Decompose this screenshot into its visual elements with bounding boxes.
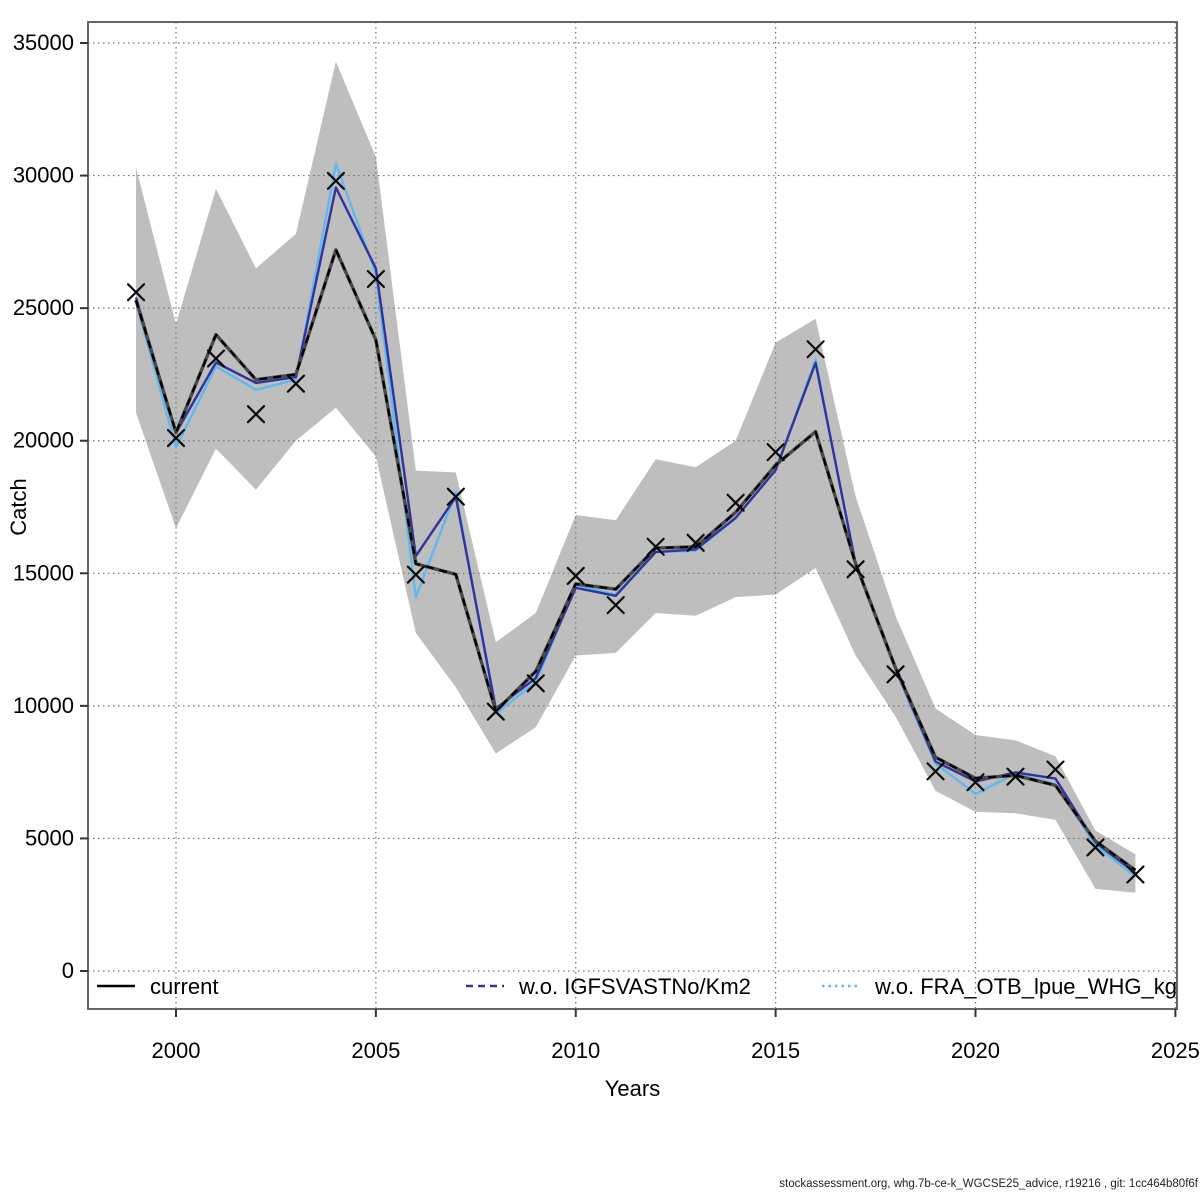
legend-entry: w.o. FRA_OTB_lpue_WHG_kg_h [822,974,1200,999]
y-axis-title: Catch [6,478,31,535]
x-marker [646,537,665,556]
x-marker [686,533,705,552]
x-marker [606,596,625,615]
x-tick-label: 2000 [152,1038,201,1063]
x-tick-label: 2015 [751,1038,800,1063]
legend-entry: current [97,974,218,999]
confidence-band [136,61,1136,893]
y-tick-label: 30000 [13,163,74,188]
legend-label: w.o. FRA_OTB_lpue_WHG_kg_h [874,974,1200,999]
y-tick-label: 0 [62,958,74,983]
x-tick-label: 2005 [351,1038,400,1063]
legend-label: current [150,974,218,999]
x-marker [406,565,425,584]
x-marker [206,349,226,368]
x-axis: 2000 2005 2010 2015 2020 2025 [152,1009,1200,1063]
observation-markers [126,171,1145,884]
y-tick-label: 10000 [13,693,74,718]
x-marker [766,443,785,462]
footer-credit: stockassessment.org, whg.7b-ce-k_WGCSE25… [779,1178,1198,1190]
x-tick-label: 2020 [951,1038,1000,1063]
x-tick-label: 2010 [551,1038,600,1063]
gridlines [88,22,1177,1009]
y-tick-label: 15000 [13,560,74,585]
legend: current w.o. IGFSVASTNo/Km2 w.o. FRA_OTB_l… [97,974,1200,999]
x-marker [526,674,545,693]
x-tick-label: 2025 [1151,1038,1200,1063]
x-marker [446,487,465,506]
x-marker [486,702,505,721]
x-marker [1126,865,1145,884]
y-tick-label: 25000 [13,295,74,320]
series-wo-igfsvastno-line [134,186,1137,874]
x-marker [286,374,306,393]
y-tick-label: 35000 [13,30,74,55]
x-marker [966,773,985,792]
x-marker [566,566,585,586]
y-tick-label: 5000 [25,825,74,850]
x-axis-title: Years [605,1076,660,1101]
x-marker [1006,767,1025,786]
y-axis: 0 5000 10000 15000 20000 25000 30000 35000 [13,30,88,983]
x-marker [846,560,865,579]
x-marker [1046,760,1065,779]
x-marker [246,405,266,424]
x-marker [926,762,945,781]
x-marker [326,171,345,190]
legend-entry: w.o. IGFSVASTNo/Km2 [466,974,751,999]
x-marker [166,428,186,448]
x-marker [1086,838,1105,857]
plot-border [87,21,1178,1010]
x-marker [366,269,385,289]
legend-label: w.o. IGFSVASTNo/Km2 [518,974,751,999]
x-marker [886,665,905,684]
x-marker [726,493,745,512]
y-tick-label: 20000 [13,428,74,453]
x-marker [126,283,146,302]
x-marker [806,340,825,359]
